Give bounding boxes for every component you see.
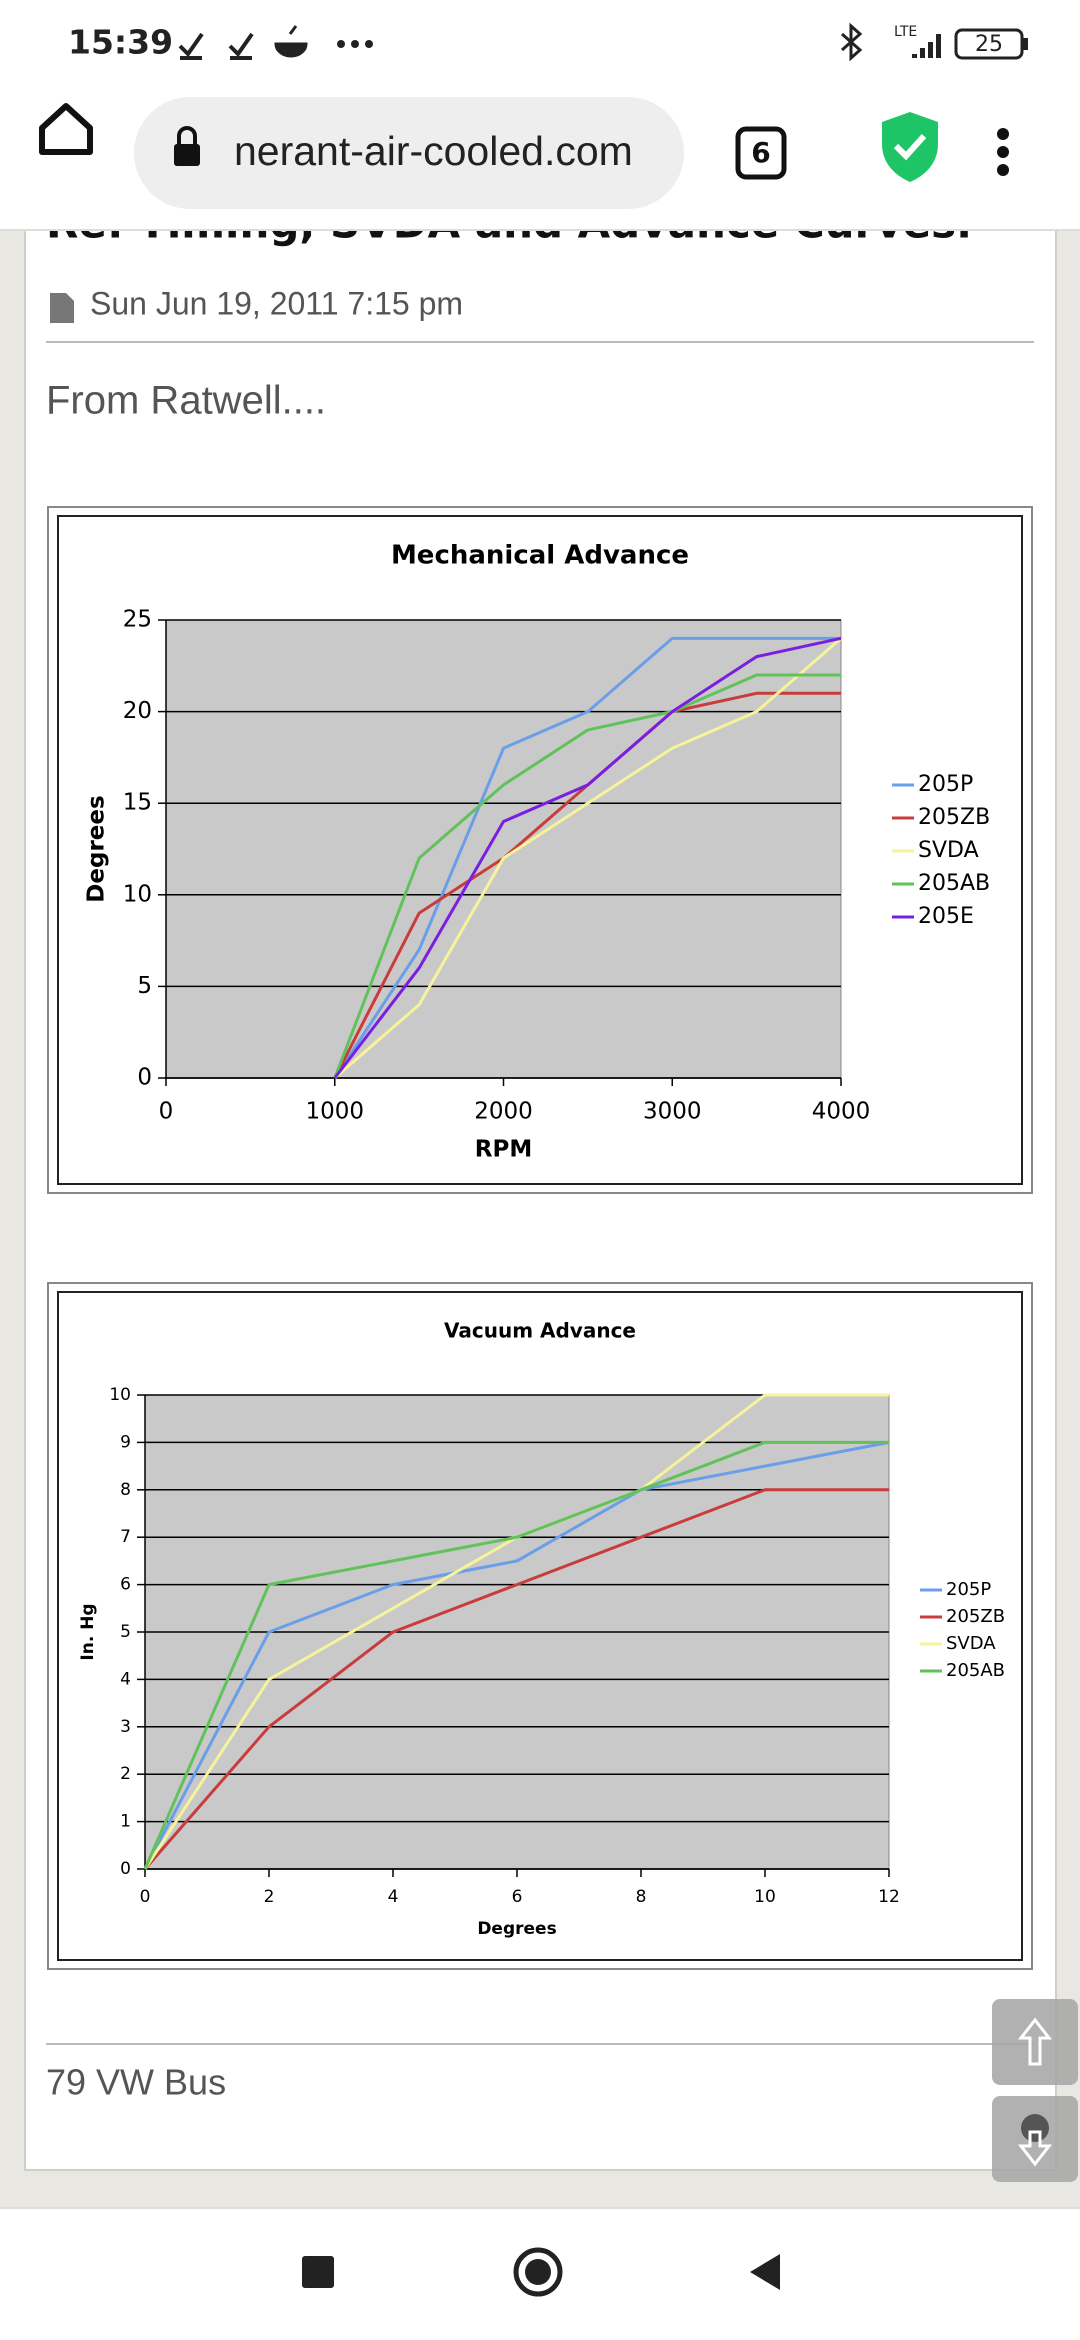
series-line — [143, 1440, 890, 1870]
series-line — [333, 673, 841, 1079]
y-tick-label: 3 — [120, 1717, 131, 1737]
series-line — [143, 1488, 889, 1870]
x-tick-label: 4000 — [812, 1099, 871, 1125]
status-icons — [178, 32, 254, 60]
content: Re: Timing, SVDA and Advance Curves. Sun… — [0, 0, 1080, 2208]
y-tick-label: 6 — [120, 1575, 131, 1595]
x-tick-label: 4 — [388, 1887, 399, 1907]
x-tick-label: 10 — [754, 1887, 776, 1907]
x-tick-label: 6 — [512, 1887, 523, 1907]
y-tick-label: 15 — [123, 790, 152, 816]
battery-level: 25 — [975, 32, 1003, 57]
status-time: 15:39 — [68, 23, 173, 62]
status-icon — [274, 25, 308, 58]
legend-label: 205ZB — [946, 1606, 1005, 1627]
plot-area — [165, 619, 842, 1079]
lock-icon — [174, 144, 200, 166]
post-icon — [50, 293, 74, 323]
post-date: Sun Jun 19, 2011 7:15 pm — [90, 285, 463, 321]
legend-label: 205ZB — [918, 805, 990, 830]
y-tick-label: 10 — [109, 1385, 131, 1405]
signature: 79 VW Bus — [46, 2062, 226, 2103]
x-tick-label: 8 — [636, 1887, 647, 1907]
x-tick-label: 0 — [140, 1887, 151, 1907]
menu-dot[interactable] — [997, 146, 1009, 158]
scroll-down-icon — [1017, 2130, 1053, 2167]
series-line — [333, 636, 842, 1079]
tabs-button[interactable] — [735, 126, 787, 180]
x-tick-label: 1000 — [305, 1099, 364, 1125]
chart: Mechanical Advance 0 5 10 15 20 25 0 1000 2000 300… — [47, 506, 1033, 1194]
battery-tip — [1023, 38, 1028, 50]
home-nav-button[interactable] — [513, 2247, 563, 2297]
x-tick-label: 3000 — [643, 1099, 702, 1125]
scroll-up-icon — [1017, 2017, 1053, 2066]
chart-title: Mechanical Advance — [391, 541, 689, 571]
x-tick-label: 0 — [159, 1099, 174, 1125]
y-tick-label: 5 — [120, 1622, 131, 1642]
signal-icon — [912, 34, 941, 58]
y-axis-label: Degrees — [84, 795, 110, 902]
legend-label: 205E — [918, 904, 974, 929]
lock-icon — [177, 126, 197, 144]
y-axis-label: In. Hg — [78, 1603, 98, 1660]
tab-count: 6 — [751, 136, 770, 169]
x-tick-label: 2000 — [474, 1099, 533, 1125]
x-tick-label: 2 — [264, 1887, 275, 1907]
home-button[interactable] — [39, 103, 93, 155]
battery-icon — [954, 28, 1024, 60]
menu-dot[interactable] — [997, 164, 1009, 176]
url-bar[interactable] — [134, 97, 684, 209]
y-tick-label: 0 — [120, 1859, 131, 1879]
status-dot — [337, 40, 345, 48]
series-line — [333, 636, 841, 1079]
y-tick-label: 5 — [137, 973, 152, 999]
y-tick-label: 7 — [120, 1527, 131, 1547]
x-tick-label: 12 — [878, 1887, 900, 1907]
chart-title: Vacuum Advance — [444, 1319, 636, 1343]
y-tick-label: 9 — [120, 1432, 131, 1452]
series-line — [143, 1440, 889, 1870]
y-tick-label: 8 — [120, 1480, 131, 1500]
legend-label: SVDA — [946, 1633, 996, 1654]
scroll-up-button[interactable] — [992, 1999, 1078, 2085]
y-tick-label: 20 — [123, 698, 152, 724]
recents-button[interactable] — [302, 2256, 334, 2288]
post-intro: From Ratwell.... — [46, 379, 326, 423]
legend-label: SVDA — [918, 838, 979, 863]
scroll-down-icon — [1021, 2114, 1049, 2142]
bluetooth-icon — [841, 22, 863, 62]
network-type: LTE — [894, 24, 917, 40]
legend-label: 205P — [946, 1579, 991, 1600]
y-tick-label: 0 — [137, 1065, 152, 1091]
url-text: nerant-air-cooled.com — [234, 128, 633, 174]
shield-check — [893, 133, 927, 161]
x-axis-label: Degrees — [477, 1919, 556, 1939]
x-axis-label: RPM — [475, 1137, 532, 1163]
back-button[interactable] — [750, 2254, 780, 2290]
y-tick-label: 1 — [120, 1812, 131, 1832]
legend-label: 205AB — [918, 871, 990, 896]
shield-icon[interactable] — [882, 112, 938, 182]
series-line — [333, 637, 842, 1080]
y-tick-label: 25 — [123, 607, 152, 633]
status-dot — [351, 40, 359, 48]
status-dot — [365, 40, 373, 48]
y-tick-label: 2 — [120, 1764, 131, 1784]
y-tick-label: 10 — [123, 881, 152, 907]
menu-dot[interactable] — [997, 128, 1009, 140]
y-tick-label: 4 — [120, 1669, 131, 1689]
home-nav-dot — [525, 2259, 551, 2285]
legend-label: 205P — [918, 772, 973, 797]
legend-label: 205AB — [946, 1660, 1005, 1681]
